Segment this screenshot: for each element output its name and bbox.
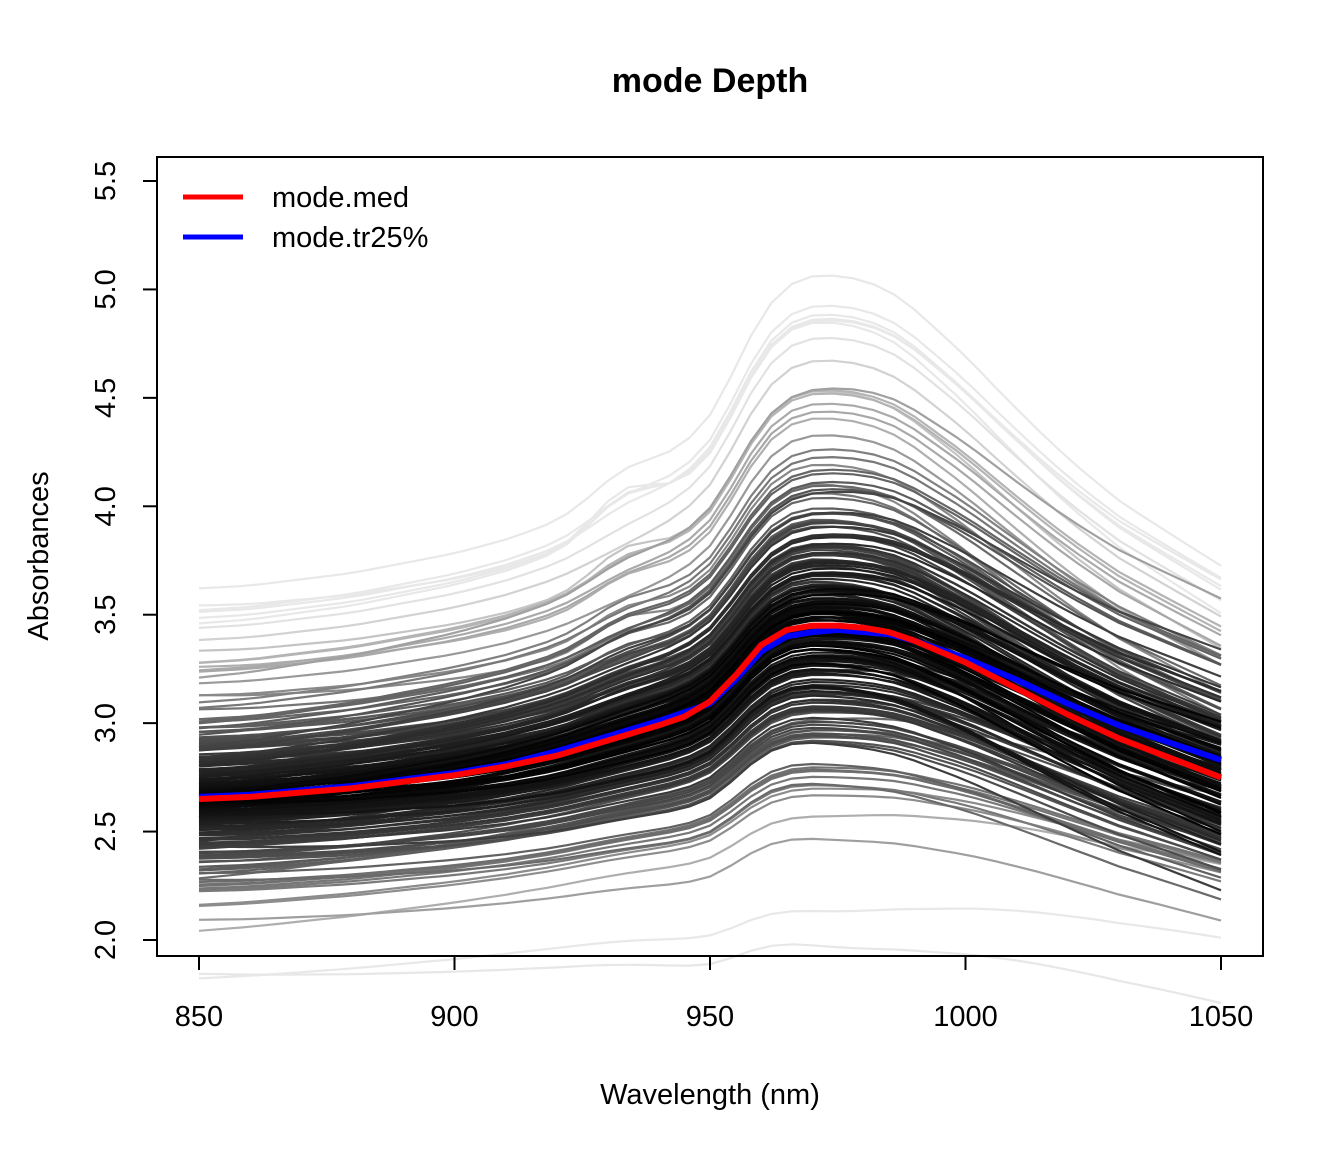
depth-curve [198,525,1222,759]
depth-curve [198,656,1222,814]
depth-curve [198,734,1222,861]
legend-label-mode-tr25: mode.tr25% [272,222,428,254]
depth-curve [198,304,1222,612]
depth-curve [198,739,1222,863]
depth-curve [198,716,1222,855]
depth-curve [198,468,1222,723]
depth-curve [198,488,1222,736]
y-tick-label: 2.0 [90,920,122,960]
y-tick-label: 5.5 [90,161,122,201]
depth-curve [198,448,1222,704]
legend: mode.med mode.tr25% [158,158,460,270]
series-line-mode-med [198,622,1223,802]
x-tick-label: 850 [175,1001,223,1033]
depth-curve [198,741,1222,892]
x-tick-label: 900 [430,1001,478,1033]
depth-curve [198,542,1222,767]
y-tick-label: 3.0 [90,703,122,743]
depth-curve [198,585,1222,785]
depth-curve [198,907,1222,980]
depth-curve [198,943,1222,1005]
depth-curve [198,511,1222,752]
depth-curve [198,562,1222,773]
depth-curve [198,662,1222,836]
depth-curve [198,707,1222,846]
depth-curve [198,313,1222,613]
y-tick-label: 2.5 [90,811,122,851]
x-axis: 850 900 950 1000 1050 [175,955,1254,1033]
x-tick-label: 1050 [1189,1001,1254,1033]
depth-curve [198,455,1222,709]
x-tick-label: 1000 [933,1001,998,1033]
depth-curve [198,602,1222,797]
depth-curve [198,472,1222,725]
legend-label-mode-med: mode.med [272,182,409,214]
y-tick-label: 4.0 [90,486,122,526]
y-axis: 2.0 2.5 3.0 3.5 4.0 4.5 5.0 5.5 [90,161,158,960]
y-tick-label: 3.5 [90,595,122,635]
depth-curve [198,667,1222,826]
y-tick-label: 5.0 [90,269,122,309]
depth-curve [198,782,1222,901]
depth-curve [198,587,1222,795]
series-lines [198,622,1223,802]
depth-curve [198,336,1222,629]
x-tick-label: 950 [686,1001,734,1033]
depth-curve [198,685,1222,857]
depth-curve [198,589,1222,788]
y-tick-label: 4.5 [90,378,122,418]
depth-curve [198,794,1222,907]
depth-curve [198,551,1222,765]
depth-curve [198,480,1222,730]
depth-curve [198,689,1222,846]
depth-curve [198,387,1222,679]
depth-curve [198,644,1222,815]
depth-curve [198,593,1222,804]
depth-curve [198,490,1222,748]
depth-curve [198,274,1222,590]
depth-curve [198,573,1222,782]
depth-curve [198,559,1222,771]
x-axis-title: Wavelength (nm) [600,1079,820,1111]
y-axis-title: Absorbances [23,471,55,640]
background-curves [198,274,1222,1005]
depth-curve [198,533,1222,764]
depth-curve [198,536,1222,767]
depth-curve [198,410,1222,673]
legend-box [158,158,460,270]
depth-curve [198,319,1222,625]
depth-curve [198,392,1222,664]
depth-curve [198,837,1222,922]
chart-title: mode Depth [612,62,808,100]
depth-curve [198,567,1222,777]
